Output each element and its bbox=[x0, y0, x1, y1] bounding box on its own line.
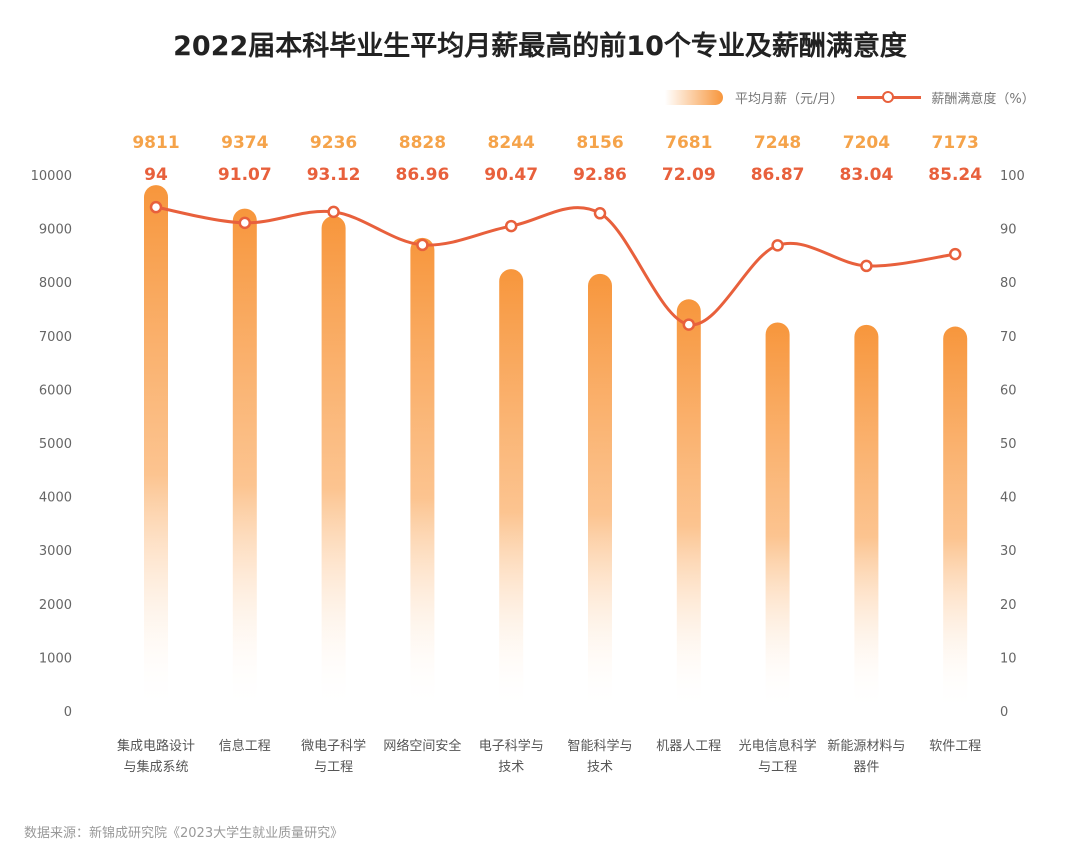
satisfaction-point bbox=[238, 216, 252, 230]
satisfaction-data-label: 86.96 bbox=[396, 165, 450, 185]
salary-data-label: 7173 bbox=[932, 133, 979, 153]
bar bbox=[943, 326, 968, 711]
x-category-label: 软件工程 bbox=[929, 739, 981, 754]
x-category-label: 技术 bbox=[498, 760, 524, 775]
satisfaction-data-label: 93.12 bbox=[307, 165, 361, 185]
salary-data-label: 7681 bbox=[665, 133, 712, 153]
satisfaction-data-label: 91.07 bbox=[218, 165, 272, 185]
y-right-tick-label: 70 bbox=[1000, 330, 1017, 345]
salary-data-label: 9236 bbox=[310, 133, 357, 153]
bar bbox=[499, 269, 524, 711]
y-right-tick-label: 50 bbox=[1000, 437, 1017, 452]
satisfaction-point bbox=[860, 259, 873, 273]
y-right-tick-label: 30 bbox=[1000, 544, 1017, 559]
x-category-label: 智能科学与 bbox=[567, 738, 632, 754]
satisfaction-line bbox=[155, 205, 956, 327]
satisfaction-point bbox=[416, 238, 429, 252]
x-category-label: 与工程 bbox=[758, 760, 797, 775]
y-left-tick-label: 2000 bbox=[39, 598, 72, 613]
satisfaction-data-label: 86.87 bbox=[751, 165, 805, 185]
y-left-tick-label: 0 bbox=[64, 705, 72, 720]
bar bbox=[232, 208, 257, 711]
bar bbox=[765, 322, 790, 711]
x-category-label: 集成电路设计 bbox=[117, 738, 195, 754]
bar bbox=[588, 273, 612, 711]
legend-line-swatch bbox=[857, 91, 922, 103]
y-left-tick-label: 9000 bbox=[39, 223, 72, 238]
satisfaction-data-label: 83.04 bbox=[840, 165, 894, 185]
y-left-tick-label: 3000 bbox=[39, 544, 72, 559]
satisfaction-data-label: 72.09 bbox=[662, 165, 716, 185]
bar bbox=[144, 185, 168, 712]
satisfaction-point bbox=[593, 207, 607, 220]
satisfaction-point bbox=[149, 200, 163, 214]
x-category-label: 微电子科学 bbox=[301, 738, 366, 754]
legend-bar-swatch bbox=[665, 90, 723, 105]
y-right-tick-label: 10 bbox=[1000, 651, 1017, 666]
satisfaction-point bbox=[504, 219, 518, 233]
y-right-tick-label: 40 bbox=[1000, 491, 1017, 506]
y-left-tick-label: 8000 bbox=[39, 276, 72, 291]
chart-title: 2022届本科毕业生平均月薪最高的前10个专业及薪酬满意度 bbox=[173, 31, 907, 62]
legend: 平均月薪（元/月） 薪酬满意度（%） bbox=[665, 88, 1035, 107]
y-right-tick-label: 90 bbox=[1000, 223, 1017, 238]
y-right-tick-label: 20 bbox=[1000, 598, 1017, 613]
y-left-tick-label: 5000 bbox=[39, 437, 72, 452]
x-category-label: 与工程 bbox=[314, 760, 353, 775]
salary-data-label: 8828 bbox=[399, 133, 446, 153]
x-category-label: 新能源材料与 bbox=[827, 738, 905, 754]
y-right-tick-label: 100 bbox=[1000, 169, 1025, 184]
salary-data-label: 8244 bbox=[488, 133, 535, 153]
bar bbox=[854, 324, 879, 711]
x-category-label: 机器人工程 bbox=[656, 739, 721, 754]
x-category-label: 器件 bbox=[853, 760, 879, 775]
legend-bar-label: 平均月薪（元/月） bbox=[735, 92, 844, 107]
y-left-tick-label: 1000 bbox=[39, 651, 72, 666]
bar bbox=[321, 215, 346, 711]
x-category-label: 电子科学与 bbox=[479, 738, 544, 754]
x-category-label: 网络空间安全 bbox=[383, 738, 461, 754]
x-category-label: 光电信息科学 bbox=[739, 738, 817, 754]
salary-data-label: 7204 bbox=[843, 133, 890, 153]
salary-data-label: 9374 bbox=[221, 133, 268, 153]
y-left-tick-label: 4000 bbox=[39, 491, 72, 506]
x-category-label: 信息工程 bbox=[219, 738, 271, 754]
satisfaction-data-label: 90.47 bbox=[484, 165, 538, 185]
salary-data-label: 8156 bbox=[576, 133, 623, 153]
satisfaction-data-label: 94 bbox=[144, 165, 168, 185]
x-category-label: 技术 bbox=[587, 760, 613, 775]
legend-line-label: 薪酬满意度（%） bbox=[931, 92, 1035, 107]
bar bbox=[676, 299, 701, 711]
y-right-tick-label: 60 bbox=[1000, 383, 1017, 398]
satisfaction-data-label: 92.86 bbox=[573, 165, 627, 185]
y-left-tick-label: 7000 bbox=[39, 330, 72, 345]
satisfaction-data-label: 85.24 bbox=[928, 165, 982, 185]
salary-data-label: 9811 bbox=[132, 133, 179, 153]
satisfaction-point bbox=[948, 247, 962, 261]
bar bbox=[410, 237, 435, 711]
y-left-tick-label: 10000 bbox=[31, 169, 72, 184]
satisfaction-point bbox=[771, 239, 784, 252]
salary-data-label: 7248 bbox=[754, 133, 801, 153]
satisfaction-point bbox=[327, 205, 340, 219]
satisfaction-point bbox=[682, 318, 696, 331]
y-right-tick-label: 0 bbox=[1000, 705, 1008, 720]
y-right-tick-label: 80 bbox=[1000, 276, 1017, 291]
x-category-label: 与集成系统 bbox=[123, 759, 188, 775]
source-note: 数据来源：新锦成研究院《2023大学生就业质量研究》 bbox=[24, 826, 344, 841]
y-left-tick-label: 6000 bbox=[39, 383, 72, 398]
